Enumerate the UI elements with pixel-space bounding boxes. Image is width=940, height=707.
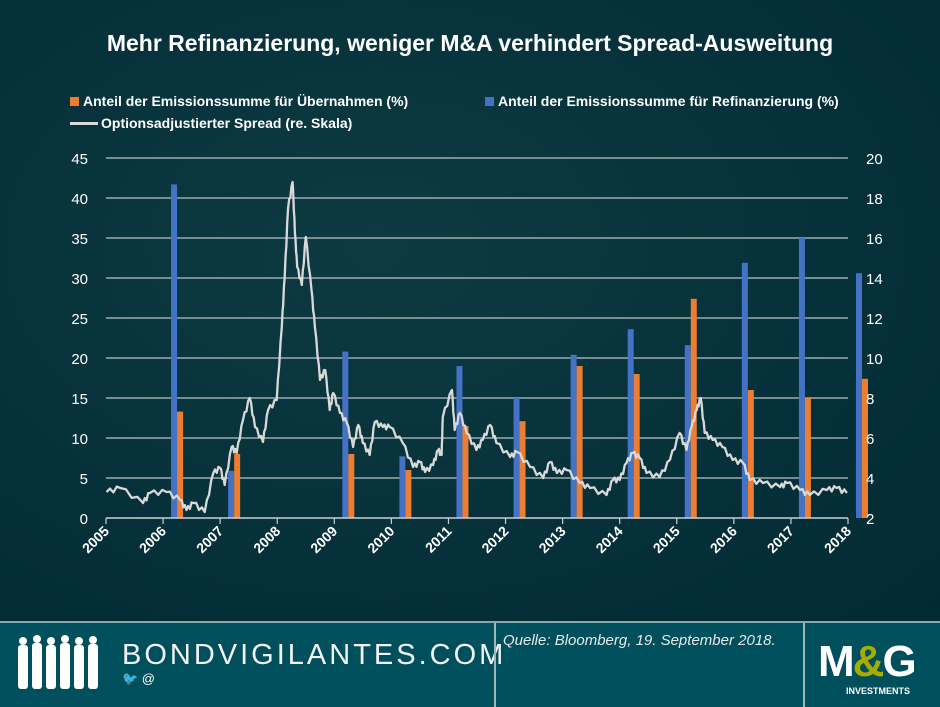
- bar-refinancing: [342, 351, 349, 518]
- y-right-tick-label: 4: [866, 471, 874, 488]
- y-left-tick-label: 40: [71, 191, 88, 208]
- y-left-tick-label: 10: [71, 431, 88, 448]
- bar-refinancing: [627, 329, 634, 518]
- legend-swatch-orange: [70, 96, 79, 106]
- y-left-tick-label: 30: [71, 271, 88, 288]
- bar-refinancing: [456, 366, 463, 518]
- people-silhouettes-icon: [18, 635, 98, 689]
- bar-acquisitions: [519, 421, 526, 518]
- y-right-tick-label: 2: [866, 511, 874, 528]
- x-tick-label: 2013: [535, 523, 568, 556]
- x-tick-label: 2012: [478, 523, 511, 556]
- y-right-tick-label: 18: [866, 191, 883, 208]
- legend-item-refinancing: Anteil der Emissionssumme für Refinanzie…: [485, 93, 839, 109]
- x-tick-label: 2010: [364, 523, 397, 556]
- mg-logo-subtext: INVESTMENTS: [846, 686, 911, 696]
- x-tick-label: 2017: [764, 523, 797, 556]
- x-tick-label: 2007: [193, 523, 226, 556]
- y-left-tick-label: 0: [80, 511, 88, 528]
- bar-acquisitions: [405, 470, 412, 518]
- y-left-tick-label: 20: [71, 351, 88, 368]
- brand-link[interactable]: BONDVIGILANTES.COM: [122, 639, 507, 671]
- y-right-tick-label: 20: [866, 151, 883, 168]
- divider: [803, 623, 805, 707]
- x-tick-label: 2008: [250, 523, 283, 556]
- source-note: Quelle: Bloomberg, 19. September 2018.: [503, 632, 776, 649]
- legend-item-spread: Optionsadjustierter Spread (re. Skala): [70, 115, 352, 131]
- y-left-tick-label: 45: [71, 151, 88, 168]
- bar-refinancing: [856, 273, 862, 518]
- bar-acquisitions: [804, 398, 811, 518]
- y-right-tick-label: 10: [866, 351, 883, 368]
- bar-acquisitions: [462, 426, 469, 518]
- x-tick-label: 2009: [307, 523, 340, 556]
- x-tick-label: 2015: [650, 523, 683, 556]
- y-right-tick-label: 16: [866, 231, 883, 248]
- bar-acquisitions: [747, 390, 754, 518]
- y-right-tick-label: 14: [866, 271, 883, 288]
- legend-swatch-line: [70, 121, 98, 125]
- mg-logo: M&G: [818, 637, 917, 686]
- y-right-tick-label: 12: [866, 311, 883, 328]
- y-left-tick-label: 15: [71, 391, 88, 408]
- y-left-tick-label: 35: [71, 231, 88, 248]
- legend-item-acquisitions: Anteil der Emissionssumme für Übernahmen…: [70, 93, 408, 109]
- legend-label: Anteil der Emissionssumme für Refinanzie…: [498, 93, 839, 109]
- legend-label: Optionsadjustierter Spread (re. Skala): [101, 115, 353, 131]
- bar-refinancing: [798, 238, 805, 518]
- x-tick-label: 2006: [136, 523, 169, 556]
- x-tick-label: 2011: [422, 523, 455, 556]
- bar-refinancing: [684, 345, 691, 518]
- bar-acquisitions: [690, 298, 697, 518]
- bar-acquisitions: [633, 374, 640, 518]
- bar-refinancing: [228, 470, 235, 518]
- x-tick-label: 2014: [592, 523, 625, 556]
- x-tick-label: 2018: [821, 523, 854, 556]
- spread-line: [105, 180, 848, 514]
- bar-refinancing: [513, 398, 520, 518]
- social-icons[interactable]: 🐦 @: [122, 671, 155, 686]
- bar-refinancing: [570, 354, 577, 518]
- bar-refinancing: [399, 456, 406, 518]
- bar-acquisitions: [234, 454, 241, 518]
- y-right-tick-label: 6: [866, 431, 874, 448]
- divider: [494, 623, 496, 707]
- x-tick-label: 2016: [707, 523, 740, 556]
- y-left-tick-label: 5: [80, 471, 88, 488]
- legend-swatch-blue: [485, 96, 494, 106]
- footer: BONDVIGILANTES.COM 🐦 @ Quelle: Bloomberg…: [0, 621, 940, 707]
- legend-label: Anteil der Emissionssumme für Übernahmen…: [83, 93, 409, 109]
- bar-acquisitions: [576, 366, 583, 518]
- bar-refinancing: [741, 262, 748, 518]
- bar-acquisitions: [348, 454, 355, 518]
- bar-acquisitions: [177, 411, 184, 518]
- bar-refinancing: [171, 184, 178, 518]
- y-right-tick-label: 8: [866, 391, 874, 408]
- y-left-tick-label: 25: [71, 311, 88, 328]
- bar-acquisitions: [862, 378, 868, 518]
- chart-title: Mehr Refinanzierung, weniger M&A verhind…: [106, 30, 834, 56]
